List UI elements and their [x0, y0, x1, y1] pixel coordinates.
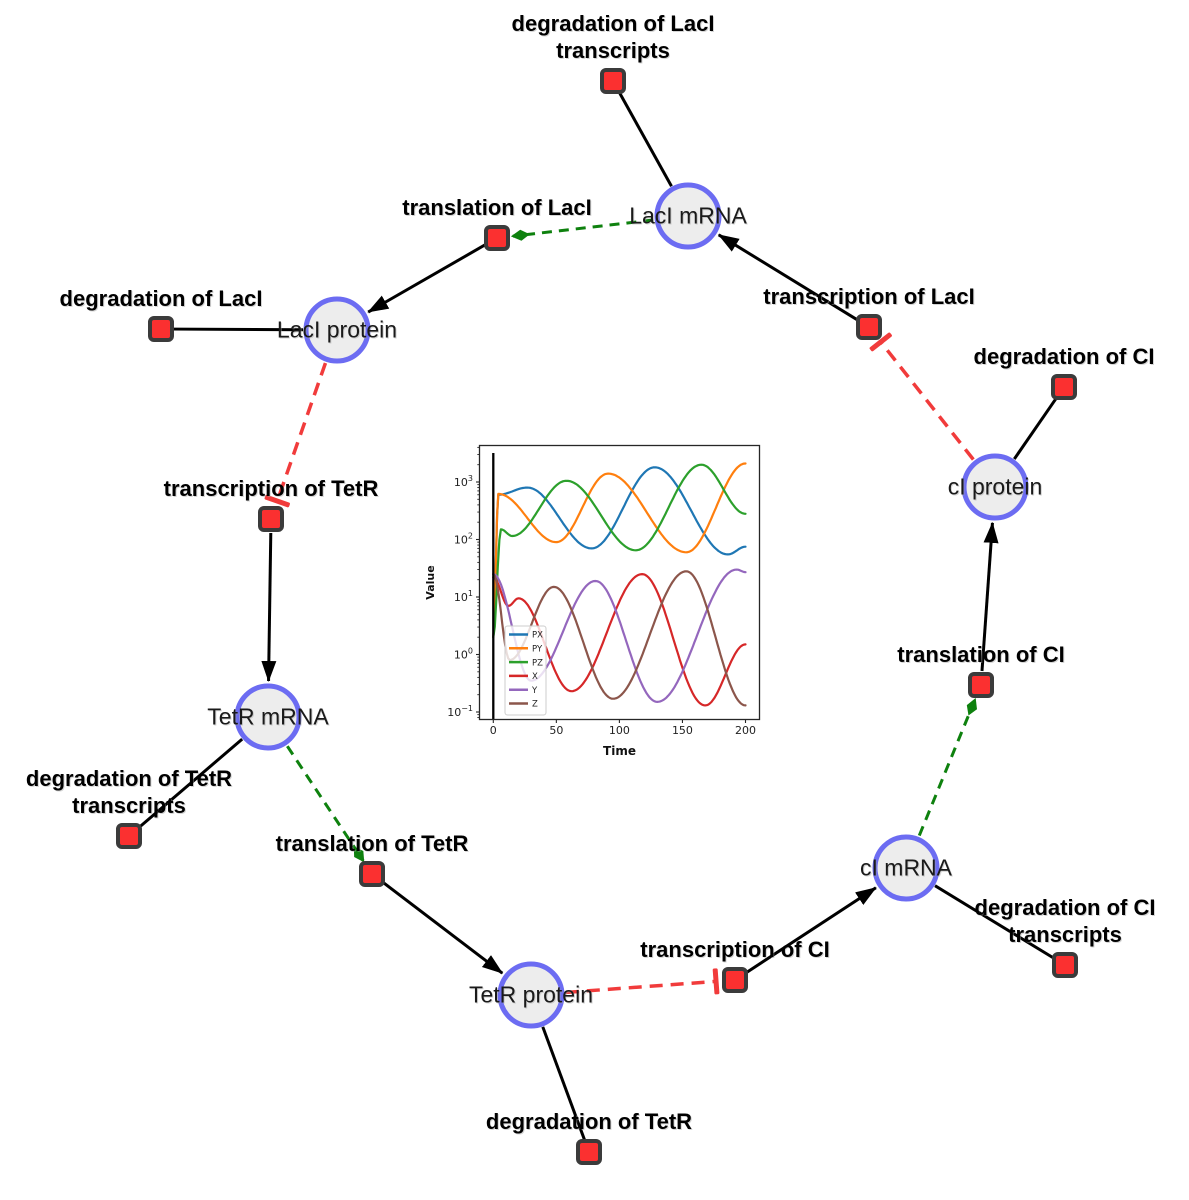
reaction-node-deg_tetr[interactable]	[576, 1139, 602, 1165]
legend-entry-Z: Z	[532, 700, 538, 710]
edge-inhibit-laci_protein-tc_tetr	[264, 362, 328, 508]
chart-y-tick-label-1e2: 102	[454, 532, 473, 547]
edge-modifier-tetr_mrna-transl_tetr	[286, 745, 365, 863]
species-node-tetr_mrna[interactable]	[234, 683, 302, 751]
edge-plain-tetr_mrna-deg_tetr_tx	[136, 737, 244, 830]
edge-plain-ci_protein-deg_ci	[1013, 395, 1059, 460]
chart-y-tick-label-1e1: 101	[454, 589, 473, 604]
chart-x-tick-label-150: 150	[672, 724, 693, 737]
reaction-node-deg_laci_tx[interactable]	[600, 68, 626, 94]
reaction-node-transl_ci[interactable]	[968, 672, 994, 698]
edge-inhibit-tetr_protein-tc_ci	[565, 968, 720, 995]
edge-plain-tetr_protein-deg_tetr	[541, 1026, 587, 1143]
chart-legend: PX PY PZ XYZ	[504, 625, 547, 716]
chart-x-tick-label-0: 0	[490, 724, 497, 737]
edge-arrow-tc_ci-ci_mrna	[745, 886, 877, 974]
chart-series-PY	[492, 462, 747, 639]
edge-inhibit-ci_protein-tc_laci	[869, 332, 975, 461]
edge-plain-ci_mrna-deg_ci_tx	[934, 884, 1057, 961]
edge-arrow-tc_tetr-tetr_mrna	[261, 532, 277, 683]
species-node-ci_protein[interactable]	[961, 453, 1029, 521]
reaction-node-tc_tetr[interactable]	[258, 506, 284, 532]
edge-arrow-transl_ci-ci_protein	[980, 521, 999, 672]
reaction-node-deg_ci_tx[interactable]	[1052, 952, 1078, 978]
chart-y-tick-label-1e3: 103	[454, 474, 473, 489]
legend-entry-PZ: PZ	[532, 658, 543, 668]
edge-arrow-transl_tetr-tetr_protein	[382, 881, 504, 975]
edge-modifier-ci_mrna-transl_ci	[917, 697, 977, 837]
chart-x-tick-label-100: 100	[609, 724, 630, 737]
edge-arrow-transl_laci-laci_protein	[367, 243, 486, 314]
edge-plain-laci_mrna-deg_laci_tx	[617, 89, 673, 188]
legend-entry-Y: Y	[531, 686, 538, 696]
species-node-ci_mrna[interactable]	[872, 834, 940, 902]
chart-x-axis-label: Time	[603, 744, 636, 758]
legend-entry-X: X	[532, 672, 538, 682]
reaction-node-tc_ci[interactable]	[722, 967, 748, 993]
reaction-node-transl_laci[interactable]	[484, 225, 510, 251]
reaction-node-deg_laci[interactable]	[148, 316, 174, 342]
chart-x-tick-label-200: 200	[735, 724, 756, 737]
edge-arrow-tc_laci-laci_mrna	[717, 233, 858, 321]
chart-y-tick-label-1e0: 100	[454, 647, 473, 662]
legend-entry-PX: PX	[532, 631, 543, 641]
simulation-plot: PX PY PZ XYZ 0 50 100 150 200 103 102 101 100 10−1 Tim…	[420, 433, 780, 768]
chart-y-tick-label-1e-1: 10−1	[447, 704, 473, 719]
chart-x-tick-label-50: 50	[549, 724, 563, 737]
species-node-tetr_protein[interactable]	[497, 961, 565, 1029]
edge-plain-laci_protein-deg_laci	[171, 327, 304, 332]
species-node-laci_protein[interactable]	[303, 296, 371, 364]
reaction-node-tc_laci[interactable]	[856, 314, 882, 340]
chart-series-Z	[492, 570, 747, 707]
reaction-node-deg_tetr_tx[interactable]	[116, 823, 142, 849]
chart-y-axis-label: Value	[424, 565, 437, 599]
reaction-node-transl_tetr[interactable]	[359, 861, 385, 887]
chart-series-PZ	[492, 463, 747, 639]
species-node-laci_mrna[interactable]	[654, 182, 722, 250]
reaction-node-deg_ci[interactable]	[1051, 374, 1077, 400]
legend-entry-PY: PY	[532, 645, 543, 655]
edge-modifier-laci_mrna-transl_laci	[510, 218, 654, 241]
